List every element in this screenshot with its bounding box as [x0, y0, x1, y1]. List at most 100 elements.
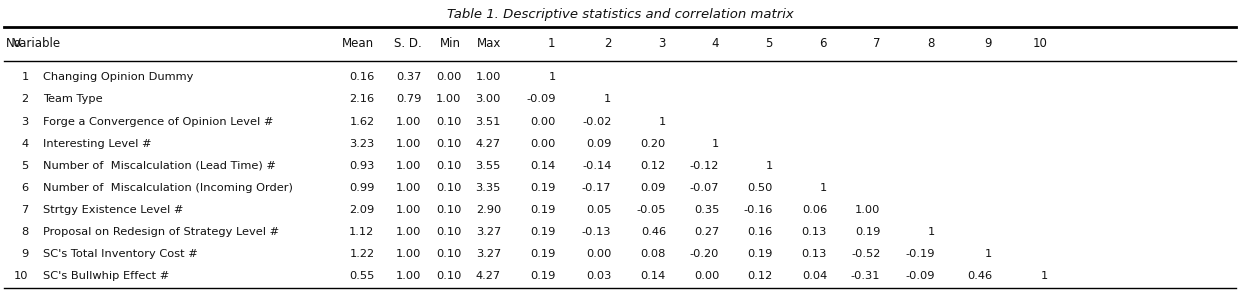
Text: 10: 10: [14, 271, 29, 281]
Text: 0.10: 0.10: [436, 205, 461, 215]
Text: 3.27: 3.27: [476, 249, 501, 259]
Text: 1: 1: [548, 72, 556, 82]
Text: 0.27: 0.27: [694, 227, 719, 237]
Text: 0.35: 0.35: [694, 205, 719, 215]
Text: 2: 2: [604, 38, 611, 50]
Text: 0.06: 0.06: [802, 205, 827, 215]
Text: 0.19: 0.19: [531, 205, 556, 215]
Text: SC's Bullwhip Effect #: SC's Bullwhip Effect #: [43, 271, 170, 281]
Text: 0.14: 0.14: [641, 271, 666, 281]
Text: 0.13: 0.13: [802, 249, 827, 259]
Text: 1.00: 1.00: [476, 72, 501, 82]
Text: 0.10: 0.10: [436, 116, 461, 127]
Text: Table 1. Descriptive statistics and correlation matrix: Table 1. Descriptive statistics and corr…: [446, 8, 794, 21]
Text: Strtgy Existence Level #: Strtgy Existence Level #: [43, 205, 184, 215]
Text: 2.16: 2.16: [350, 94, 374, 105]
Text: 0.19: 0.19: [531, 183, 556, 193]
Text: 10: 10: [1033, 38, 1048, 50]
Text: -0.12: -0.12: [689, 161, 719, 171]
Text: 3: 3: [21, 116, 29, 127]
Text: 4.27: 4.27: [476, 271, 501, 281]
Text: 0.13: 0.13: [802, 227, 827, 237]
Text: 0.93: 0.93: [350, 161, 374, 171]
Text: Proposal on Redesign of Strategy Level #: Proposal on Redesign of Strategy Level #: [43, 227, 279, 237]
Text: 1: 1: [21, 72, 29, 82]
Text: 0.19: 0.19: [531, 227, 556, 237]
Text: 0.55: 0.55: [350, 271, 374, 281]
Text: Max: Max: [476, 38, 501, 50]
Text: 6: 6: [820, 38, 827, 50]
Text: 0.09: 0.09: [587, 138, 611, 149]
Text: 7: 7: [873, 38, 880, 50]
Text: 1: 1: [928, 227, 935, 237]
Text: SC's Total Inventory Cost #: SC's Total Inventory Cost #: [43, 249, 198, 259]
Text: 5: 5: [765, 38, 773, 50]
Text: Changing Opinion Dummy: Changing Opinion Dummy: [43, 72, 193, 82]
Text: 0.16: 0.16: [350, 72, 374, 82]
Text: -0.09: -0.09: [905, 271, 935, 281]
Text: 0.99: 0.99: [350, 183, 374, 193]
Text: 2.90: 2.90: [476, 205, 501, 215]
Text: -0.52: -0.52: [851, 249, 880, 259]
Text: 1.12: 1.12: [350, 227, 374, 237]
Text: 1: 1: [712, 138, 719, 149]
Text: 3.35: 3.35: [476, 183, 501, 193]
Text: 3: 3: [658, 38, 666, 50]
Text: -0.20: -0.20: [689, 249, 719, 259]
Text: 0.14: 0.14: [531, 161, 556, 171]
Text: 0.10: 0.10: [436, 249, 461, 259]
Text: 3.00: 3.00: [476, 94, 501, 105]
Text: 0.19: 0.19: [531, 271, 556, 281]
Text: 0.19: 0.19: [748, 249, 773, 259]
Text: 1: 1: [1040, 271, 1048, 281]
Text: 1.00: 1.00: [397, 271, 422, 281]
Text: Mean: Mean: [342, 38, 374, 50]
Text: 1.22: 1.22: [350, 249, 374, 259]
Text: 0.00: 0.00: [531, 116, 556, 127]
Text: S. D.: S. D.: [394, 38, 422, 50]
Text: 8: 8: [928, 38, 935, 50]
Text: -0.07: -0.07: [689, 183, 719, 193]
Text: 1.00: 1.00: [397, 161, 422, 171]
Text: 1.00: 1.00: [436, 94, 461, 105]
Text: Forge a Convergence of Opinion Level #: Forge a Convergence of Opinion Level #: [43, 116, 274, 127]
Text: 4: 4: [21, 138, 29, 149]
Text: 0.46: 0.46: [967, 271, 992, 281]
Text: 0.00: 0.00: [587, 249, 611, 259]
Text: 4: 4: [712, 38, 719, 50]
Text: 0.10: 0.10: [436, 227, 461, 237]
Text: 1: 1: [765, 161, 773, 171]
Text: 3.27: 3.27: [476, 227, 501, 237]
Text: 0.10: 0.10: [436, 271, 461, 281]
Text: 1.00: 1.00: [397, 249, 422, 259]
Text: 1: 1: [820, 183, 827, 193]
Text: 4.27: 4.27: [476, 138, 501, 149]
Text: 0.46: 0.46: [641, 227, 666, 237]
Text: 0.00: 0.00: [531, 138, 556, 149]
Text: 0.20: 0.20: [641, 138, 666, 149]
Text: 0.09: 0.09: [641, 183, 666, 193]
Text: Min: Min: [440, 38, 461, 50]
Text: 0.19: 0.19: [531, 249, 556, 259]
Text: 5: 5: [21, 161, 29, 171]
Text: 0.50: 0.50: [748, 183, 773, 193]
Text: -0.05: -0.05: [636, 205, 666, 215]
Text: Variable: Variable: [14, 38, 61, 50]
Text: 6: 6: [21, 183, 29, 193]
Text: Team Type: Team Type: [43, 94, 103, 105]
Text: Interesting Level #: Interesting Level #: [43, 138, 151, 149]
Text: 0.79: 0.79: [397, 94, 422, 105]
Text: 0.19: 0.19: [856, 227, 880, 237]
Text: 0.03: 0.03: [587, 271, 611, 281]
Text: 8: 8: [21, 227, 29, 237]
Text: 0.10: 0.10: [436, 183, 461, 193]
Text: 0.08: 0.08: [641, 249, 666, 259]
Text: 0.04: 0.04: [802, 271, 827, 281]
Text: No.: No.: [6, 38, 26, 50]
Text: 1.62: 1.62: [350, 116, 374, 127]
Text: Number of  Miscalculation (Incoming Order): Number of Miscalculation (Incoming Order…: [43, 183, 294, 193]
Text: 7: 7: [21, 205, 29, 215]
Text: 1.00: 1.00: [397, 205, 422, 215]
Text: 1.00: 1.00: [397, 183, 422, 193]
Text: -0.31: -0.31: [851, 271, 880, 281]
